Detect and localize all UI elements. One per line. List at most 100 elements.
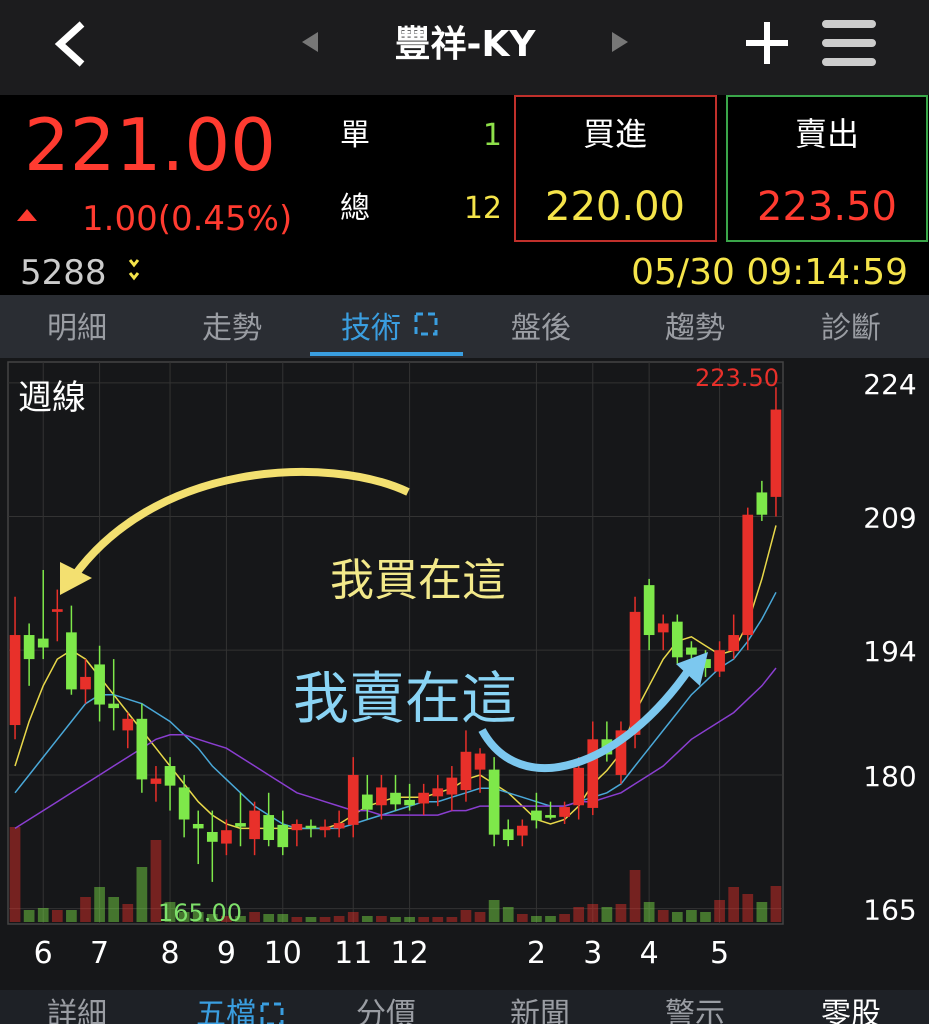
tab[interactable]: 走勢 — [202, 311, 262, 346]
volume-bar — [390, 917, 401, 922]
candle-body — [305, 825, 317, 829]
tab-icon — [260, 1002, 284, 1024]
x-tick-label: 8 — [160, 936, 179, 971]
volume-bar — [221, 916, 232, 922]
bottom-tab[interactable]: 新聞 — [510, 997, 570, 1024]
bid-box[interactable] — [514, 95, 717, 242]
candle-body — [122, 718, 134, 731]
ask-box[interactable] — [726, 95, 928, 242]
volume-bar — [291, 917, 303, 922]
volume-bar — [23, 910, 35, 922]
candle-body — [446, 777, 458, 795]
candle-body — [249, 810, 260, 840]
volume-bar — [531, 916, 542, 922]
bottom-tab[interactable]: 零股 — [821, 997, 881, 1024]
candle-body — [502, 829, 514, 841]
buy-annotation: 我買在這 — [330, 555, 506, 606]
add-button[interactable] — [746, 22, 788, 64]
bottom-bar — [0, 990, 929, 1024]
x-tick-label: 5 — [710, 936, 729, 971]
bid-price: 220.00 — [545, 184, 685, 230]
tab[interactable]: 明細 — [47, 311, 107, 346]
volume-bar — [601, 907, 613, 922]
menu-button[interactable] — [822, 20, 876, 66]
candle-body — [206, 831, 218, 842]
candle-body — [728, 635, 740, 652]
top-bar — [0, 0, 929, 95]
tab[interactable]: 盤後 — [511, 311, 571, 346]
volume-bar — [319, 917, 331, 922]
candle-body — [164, 766, 176, 786]
tab-bar — [0, 295, 929, 358]
volume-bar — [361, 916, 373, 922]
candle-body — [643, 585, 655, 636]
tab[interactable]: 技術 — [341, 311, 401, 346]
bottom-tab[interactable]: 分價 — [356, 997, 416, 1024]
y-tick-label: 209 — [863, 502, 916, 535]
tab[interactable]: 診斷 — [821, 311, 881, 346]
volume-bar — [643, 902, 655, 922]
bottom-tab[interactable]: 五檔 — [196, 997, 256, 1024]
y-tick-label: 180 — [863, 760, 916, 793]
bottom-tab[interactable]: 警示 — [665, 997, 725, 1024]
volume-bar — [108, 897, 120, 922]
volume-bar — [686, 910, 697, 922]
candle-body — [51, 609, 63, 612]
candle-body — [460, 751, 472, 791]
sell-arrow — [478, 665, 694, 772]
tab[interactable]: 趨勢 — [665, 311, 725, 346]
volume-bar — [629, 870, 641, 922]
bottom-tab[interactable]: 詳細 — [47, 997, 107, 1024]
candle-body — [23, 635, 35, 660]
sell-arrowhead — [676, 652, 708, 686]
volume-bar — [9, 827, 21, 922]
volume-bar — [277, 914, 289, 922]
volume-bar — [488, 900, 500, 922]
volume-bar — [756, 902, 768, 922]
candle-body — [545, 815, 556, 818]
volume-bar — [404, 917, 415, 922]
volume-bar — [671, 912, 683, 922]
next-button[interactable] — [612, 32, 628, 52]
candle-body — [66, 632, 77, 690]
volume-bar — [714, 900, 725, 922]
volume-bar — [615, 904, 627, 922]
candle-body — [347, 774, 359, 825]
candle-body — [235, 823, 246, 827]
ask-price: 223.50 — [757, 184, 897, 230]
volume: 5288 — [20, 253, 107, 293]
sell-annotation: 我賣在這 — [293, 667, 517, 732]
volume-bar — [418, 917, 430, 922]
candle-body — [615, 730, 627, 775]
candle-body — [629, 611, 641, 735]
candle-body — [333, 823, 345, 829]
chart-title: 週線 — [18, 378, 86, 418]
tab-underline — [310, 352, 463, 356]
back-button[interactable] — [54, 21, 85, 67]
prev-button[interactable] — [302, 32, 318, 52]
x-tick-label: 9 — [217, 936, 236, 971]
volume-bar — [376, 916, 387, 922]
candle-body — [559, 807, 570, 817]
chart: 165 180 194 209 224 6 7 8 9 10 11 12 2 3 4 5 — [8, 362, 917, 971]
volume-bar — [728, 887, 740, 922]
candle-body — [80, 676, 91, 690]
x-tick-label: 2 — [527, 936, 546, 971]
candle-body — [770, 409, 782, 497]
order-label: 單 — [340, 118, 370, 153]
bottom-tabs: 詳細 五檔 分價 新聞 警示 零股 — [47, 997, 881, 1024]
volume-bar — [249, 912, 260, 922]
volume-bar — [192, 912, 204, 922]
volume-bar — [460, 910, 472, 922]
volume-bar — [502, 907, 514, 922]
max-label: 223.50 — [695, 364, 779, 392]
volume-icon — [128, 259, 140, 281]
volume-bar — [516, 914, 528, 922]
up-triangle — [17, 209, 37, 221]
candle-body — [178, 787, 190, 820]
total-label: 總 — [340, 191, 370, 226]
volume-bar — [235, 916, 246, 922]
volume-bar — [333, 916, 345, 922]
candle-body — [221, 830, 232, 844]
volume-bar — [80, 897, 91, 922]
